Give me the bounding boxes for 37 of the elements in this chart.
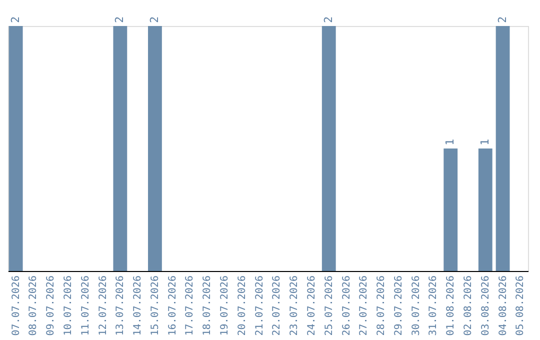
data-label: 2 xyxy=(322,16,335,23)
x-tick-label: 28.07.2026 xyxy=(376,276,388,336)
x-tick-label: 01.08.2026 xyxy=(446,276,457,336)
x-tick-label: 07.07.2026 xyxy=(10,276,22,336)
x-tick-label: 20.07.2026 xyxy=(236,276,248,336)
x-tick-label: 16.07.2026 xyxy=(167,276,178,336)
x-tick-label: 03.08.2026 xyxy=(480,276,492,336)
x-tick-label: 19.07.2026 xyxy=(220,276,231,336)
x-tick-label: 31.07.2026 xyxy=(428,276,440,336)
x-tick-label: 13.07.2026 xyxy=(115,276,126,336)
data-label: 2 xyxy=(8,16,22,23)
data-label: 1 xyxy=(444,138,457,146)
x-tick-label: 27.07.2026 xyxy=(358,276,370,336)
x-tick-label: 29.07.2026 xyxy=(393,276,404,336)
x-tick-label: 08.07.2026 xyxy=(28,276,40,336)
x-tick-label: 09.07.2026 xyxy=(46,276,57,336)
x-tick-label: 17.07.2026 xyxy=(184,276,196,336)
x-tick-label: 25.07.2026 xyxy=(324,276,335,336)
data-label: 2 xyxy=(113,16,126,23)
data-label: 2 xyxy=(148,16,161,23)
data-label: 2 xyxy=(496,16,509,23)
x-tick-label: 18.07.2026 xyxy=(202,276,214,336)
x-tick-label: 15.07.2026 xyxy=(150,276,161,336)
x-tick-label: 02.08.2026 xyxy=(463,276,474,336)
x-tick-label: 23.07.2026 xyxy=(289,276,300,336)
x-tick-label: 11.07.2026 xyxy=(80,276,92,336)
x-tick-label: 30.07.2026 xyxy=(410,276,422,336)
data-label: 1 xyxy=(478,138,492,146)
x-tick-label: 26.07.2026 xyxy=(341,276,352,336)
x-tick-label: 22.07.2026 xyxy=(272,276,283,336)
x-tick-label: 24.07.2026 xyxy=(306,276,318,336)
x-tick-label: 14.07.2026 xyxy=(132,276,144,336)
x-tick-label: 12.07.2026 xyxy=(98,276,109,336)
x-tick-label: 04.08.2026 xyxy=(498,276,509,336)
x-tick-label: 10.07.2026 xyxy=(63,276,74,336)
x-tick-label: 21.07.2026 xyxy=(254,276,266,336)
x-tick-label: 05.08.2026 xyxy=(515,276,526,336)
